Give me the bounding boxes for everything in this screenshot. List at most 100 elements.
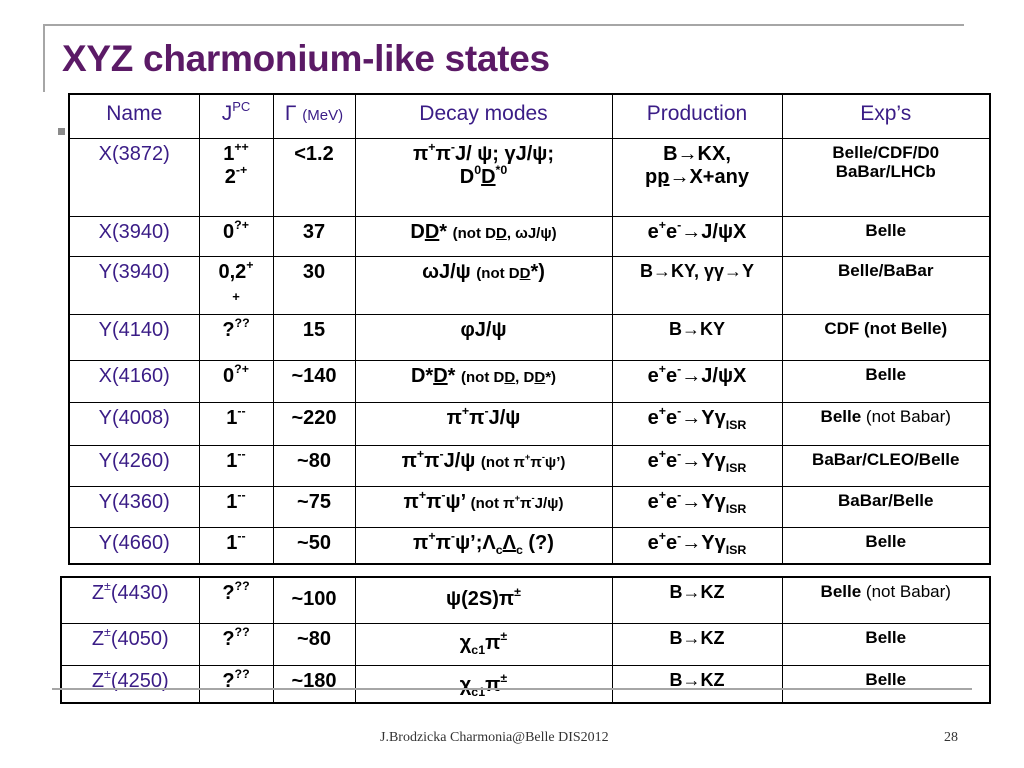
- state-production: B→KZ: [611, 664, 783, 704]
- state-experiments: Belle: [781, 359, 991, 403]
- page-number: 28: [944, 730, 958, 745]
- state-jpc: 1--: [198, 444, 274, 487]
- header-name: Name: [68, 93, 200, 139]
- frame-top-line: [43, 24, 964, 26]
- state-experiments: Belle: [781, 215, 991, 257]
- state-name: X(4160): [68, 359, 200, 403]
- table-row: Y(3940) 0,2+ + 30 ωJ/ψ (not DD*) B→KY, γ…: [68, 255, 991, 315]
- state-production: e+e-→J/ψX: [611, 359, 783, 403]
- table-row: Z±(4430) ??? ~100 ψ(2S)π± B→KZ Belle (no…: [60, 576, 991, 624]
- state-width: ~80: [272, 622, 356, 666]
- state-experiments: Belle: [781, 526, 991, 565]
- header-decay-modes: Decay modes: [354, 93, 613, 139]
- table-row: X(3872) 1++ 2-+ <1.2 π+π-J/ ψ; γJ/ψ; D0D…: [68, 137, 991, 217]
- state-width: 37: [272, 215, 356, 257]
- state-experiments: Belle/CDF/D0 BaBar/LHCb: [781, 137, 991, 217]
- state-name: Y(4360): [68, 485, 200, 528]
- z-states-table: Z±(4430) ??? ~100 ψ(2S)π± B→KZ Belle (no…: [60, 576, 991, 704]
- state-jpc: 1--: [198, 401, 274, 446]
- state-experiments: Belle (not Babar): [781, 401, 991, 446]
- state-experiments: BaBar/Belle: [781, 485, 991, 528]
- state-decay-modes: χc1π±: [354, 622, 613, 666]
- state-decay-modes: ωJ/ψ (not DD*): [354, 255, 613, 315]
- state-jpc: 0?+: [198, 359, 274, 403]
- state-experiments: Belle/BaBar: [781, 255, 991, 315]
- state-decay-modes: π+π-J/ ψ; γJ/ψ; D0D*0: [354, 137, 613, 217]
- state-name: Z±(4050): [60, 622, 200, 666]
- table-row: Y(4008) 1-- ~220 π+π-J/ψ e+e-→YγISR Bell…: [68, 401, 991, 446]
- state-width: 15: [272, 313, 356, 361]
- state-jpc: 1--: [198, 485, 274, 528]
- state-decay-modes: π+π-J/ψ: [354, 401, 613, 446]
- table-row: Z±(4050) ??? ~80 χc1π± B→KZ Belle: [60, 622, 991, 666]
- table-row: Z±(4250) ??? ~180 χc1π± B→KZ Belle: [60, 664, 991, 704]
- state-width: ~50: [272, 526, 356, 565]
- state-jpc: ???: [198, 313, 274, 361]
- frame-left-line: [43, 24, 45, 92]
- state-name: Z±(4430): [60, 576, 200, 624]
- state-width: <1.2: [272, 137, 356, 217]
- state-production: e+e-→YγISR: [611, 526, 783, 565]
- table-row: X(4160) 0?+ ~140 D*D* (not DD, DD*) e+e-…: [68, 359, 991, 403]
- table-row: Y(4360) 1-- ~75 π+π-ψ’ (not π+π-J/ψ) e+e…: [68, 485, 991, 528]
- bullet-marker: [58, 128, 65, 135]
- state-width: ~80: [272, 444, 356, 487]
- state-experiments: BaBar/CLEO/Belle: [781, 444, 991, 487]
- state-name: Y(4008): [68, 401, 200, 446]
- table-row: Y(4140) ??? 15 φJ/ψ B→KY CDF (not Belle): [68, 313, 991, 361]
- state-decay-modes: DD* (not DD, ωJ/ψ): [354, 215, 613, 257]
- state-decay-modes: χc1π±: [354, 664, 613, 704]
- xy-states-table: Name JPC Γ (MeV) Decay modes Production …: [68, 93, 991, 565]
- table-row: Y(4660) 1-- ~50 π+π-ψ’;ΛcΛc (?) e+e-→YγI…: [68, 526, 991, 565]
- state-name: Z±(4250): [60, 664, 200, 704]
- state-name: Y(3940): [68, 255, 200, 315]
- state-production: B→KY, γγ→Y: [611, 255, 783, 315]
- table-header-row: Name JPC Γ (MeV) Decay modes Production …: [68, 93, 991, 139]
- table-row: X(3940) 0?+ 37 DD* (not DD, ωJ/ψ) e+e-→J…: [68, 215, 991, 257]
- header-width: Γ (MeV): [272, 93, 356, 139]
- state-jpc: 0?+: [198, 215, 274, 257]
- state-jpc: 1++ 2-+: [198, 137, 274, 217]
- state-production: B→KX, pp→X+any: [611, 137, 783, 217]
- state-name: Y(4660): [68, 526, 200, 565]
- header-jpc: JPC: [198, 93, 274, 139]
- state-production: B→KZ: [611, 576, 783, 624]
- state-decay-modes: ψ(2S)π±: [354, 576, 613, 624]
- state-experiments: Belle: [781, 664, 991, 704]
- state-production: e+e-→J/ψX: [611, 215, 783, 257]
- state-experiments: CDF (not Belle): [781, 313, 991, 361]
- state-jpc: 0,2+ +: [198, 255, 274, 315]
- state-production: B→KZ: [611, 622, 783, 666]
- state-production: B→KY: [611, 313, 783, 361]
- state-experiments: Belle (not Babar): [781, 576, 991, 624]
- frame-bottom-line: [52, 688, 972, 690]
- state-production: e+e-→YγISR: [611, 401, 783, 446]
- header-production: Production: [611, 93, 783, 139]
- state-width: ~100: [272, 576, 356, 624]
- table-row: Y(4260) 1-- ~80 π+π-J/ψ (not π+π-ψ’) e+e…: [68, 444, 991, 487]
- state-experiments: Belle: [781, 622, 991, 666]
- footer-text: J.Brodzicka Charmonia@Belle DIS2012: [380, 730, 609, 745]
- state-width: ~140: [272, 359, 356, 403]
- header-experiments: Exp’s: [781, 93, 991, 139]
- state-production: e+e-→YγISR: [611, 485, 783, 528]
- state-name: Y(4260): [68, 444, 200, 487]
- state-decay-modes: π+π-J/ψ (not π+π-ψ’): [354, 444, 613, 487]
- state-jpc: ???: [198, 622, 274, 666]
- state-decay-modes: π+π-ψ’;ΛcΛc (?): [354, 526, 613, 565]
- state-production: e+e-→YγISR: [611, 444, 783, 487]
- state-name: X(3872): [68, 137, 200, 217]
- state-jpc: ???: [198, 664, 274, 704]
- state-width: 30: [272, 255, 356, 315]
- state-width: ~220: [272, 401, 356, 446]
- state-decay-modes: D*D* (not DD, DD*): [354, 359, 613, 403]
- state-name: Y(4140): [68, 313, 200, 361]
- state-width: ~180: [272, 664, 356, 704]
- state-jpc: ???: [198, 576, 274, 624]
- state-jpc: 1--: [198, 526, 274, 565]
- state-name: X(3940): [68, 215, 200, 257]
- slide-title: XYZ charmonium-like states: [62, 38, 550, 79]
- state-decay-modes: π+π-ψ’ (not π+π-J/ψ): [354, 485, 613, 528]
- state-decay-modes: φJ/ψ: [354, 313, 613, 361]
- state-width: ~75: [272, 485, 356, 528]
